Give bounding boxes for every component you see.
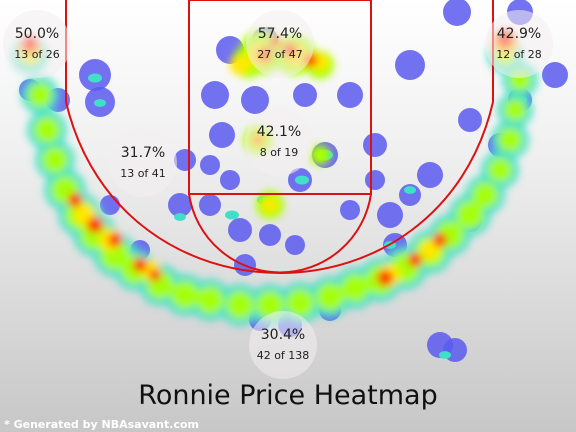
- heat-spot-mid: [34, 117, 60, 143]
- zone-pct-left-corner: 50.0%: [15, 26, 59, 42]
- heat-spot-cold: [100, 195, 120, 215]
- credit-text: * Generated by NBAsavant.com: [4, 418, 199, 431]
- zone-made-of-left-midrange: 13 of 41: [120, 167, 166, 180]
- heat-spot-hot: [149, 269, 161, 281]
- zone-made-of-above-break-three: 42 of 138: [257, 349, 310, 362]
- heat-spot-cold: [209, 122, 235, 148]
- heat-spot-cold: [241, 86, 269, 114]
- heat-spot-cold: [363, 133, 387, 157]
- heat-spot-mid: [504, 99, 526, 121]
- heat-spot-cool: [439, 351, 451, 359]
- zone-made-of-paint: 8 of 19: [260, 146, 299, 159]
- heat-spot-cold: [228, 218, 252, 242]
- heat-spot-warm: [262, 197, 278, 213]
- zone-circle-paint: [245, 108, 313, 176]
- court-paint: [188, 0, 372, 195]
- heat-spot-cold: [542, 62, 568, 88]
- zone-circle-right-corner: [485, 10, 553, 78]
- heat-spot-cold: [377, 202, 403, 228]
- heat-layer: [12, 0, 568, 362]
- heat-spot-cold: [365, 170, 385, 190]
- heat-spot-cold: [285, 235, 305, 255]
- heat-spot-mid: [171, 281, 199, 309]
- heat-spot-cold: [200, 155, 220, 175]
- heat-spot-hot: [408, 253, 422, 267]
- heat-spot-cold: [220, 170, 240, 190]
- heat-spot-cool: [295, 175, 309, 185]
- heat-spot-mid: [196, 286, 224, 314]
- heat-spot-cold: [201, 81, 229, 109]
- heat-spot-cold: [458, 108, 482, 132]
- zone-circle-left-midrange: [109, 129, 177, 197]
- zone-pct-right-corner: 42.9%: [497, 26, 541, 42]
- heat-spot-mid: [341, 274, 369, 302]
- heat-spot-mid: [488, 158, 512, 182]
- court-lines: [65, 0, 494, 274]
- heat-spot-warm: [230, 55, 250, 75]
- heat-spot-cold: [259, 224, 281, 246]
- heat-spot-hot: [133, 258, 147, 272]
- zone-made-of-right-corner: 12 of 28: [496, 48, 542, 61]
- heat-spot-cold: [293, 83, 317, 107]
- heat-spot-mid: [42, 147, 68, 173]
- zone-circle-above-break-three: [249, 311, 317, 379]
- heat-spot-cool: [88, 73, 102, 83]
- heat-spot-cool: [174, 213, 186, 221]
- heat-spot-cold: [443, 0, 471, 26]
- heat-spot-cold: [417, 162, 443, 188]
- heat-spot-mid: [286, 289, 314, 317]
- chart-title: Ronnie Price Heatmap: [138, 380, 438, 411]
- zone-circle-restricted-area: [246, 10, 314, 78]
- heat-spot-mid: [226, 291, 254, 319]
- zone-pct-left-midrange: 31.7%: [121, 145, 165, 161]
- zone-pct-above-break-three: 30.4%: [261, 327, 305, 343]
- heat-spot-cold: [395, 50, 425, 80]
- heat-spot-cool: [404, 186, 416, 194]
- heat-spot-cold: [168, 193, 192, 217]
- heat-spot-mid: [456, 201, 484, 229]
- heat-spot-hot: [433, 233, 447, 247]
- zone-made-of-restricted-area: 27 of 47: [257, 48, 303, 61]
- heat-spot-cold: [337, 82, 363, 108]
- heat-spot-mid: [316, 283, 344, 311]
- zone-pct-paint: 42.1%: [257, 124, 301, 140]
- heat-spot-cold: [340, 200, 360, 220]
- heat-spot-cool: [94, 99, 106, 107]
- heat-spot-hot: [68, 193, 82, 207]
- zone-made-of-left-corner: 13 of 26: [14, 48, 60, 61]
- court-free-throw-arc: [188, 193, 372, 274]
- heat-spot-warm: [420, 240, 440, 260]
- zone-circle-left-corner: [3, 10, 71, 78]
- heat-spot-cold: [174, 149, 196, 171]
- zone-labels: 50.0% 13 of 26 57.4% 27 of 47 42.9% 12 of 28 3…: [3, 10, 553, 379]
- zone-pct-restricted-area: 57.4%: [258, 26, 302, 42]
- heat-spot-mid: [472, 182, 498, 208]
- heat-spot-mid: [28, 83, 52, 107]
- heat-spot-hot: [108, 233, 122, 247]
- heat-spot-mid: [310, 145, 330, 165]
- heat-spot-hot: [377, 270, 393, 286]
- heat-spot-mid: [498, 128, 522, 152]
- heat-spot-cool: [225, 210, 239, 220]
- heat-spot-hot: [87, 217, 103, 233]
- heat-spot-cold: [199, 194, 221, 216]
